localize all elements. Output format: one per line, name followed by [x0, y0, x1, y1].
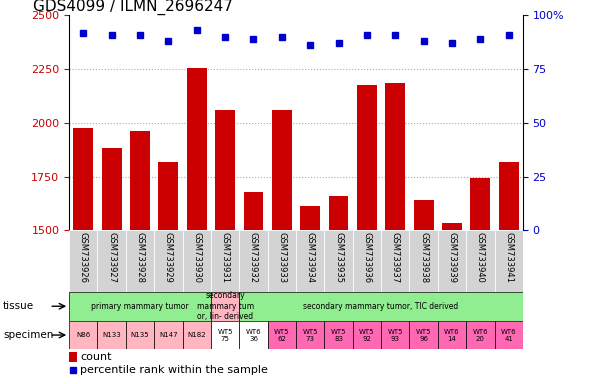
Text: GSM733941: GSM733941 [504, 232, 513, 283]
Text: WT5
75: WT5 75 [218, 329, 233, 341]
Text: N135: N135 [130, 332, 149, 338]
Bar [409, 230, 438, 292]
Bar [267, 321, 296, 349]
Text: WT5
92: WT5 92 [359, 329, 374, 341]
Text: tissue: tissue [3, 301, 34, 311]
Bar [466, 321, 495, 349]
Bar [69, 321, 97, 349]
Text: percentile rank within the sample: percentile rank within the sample [81, 366, 268, 376]
Bar [353, 230, 381, 292]
Bar [215, 110, 235, 384]
Text: GSM733929: GSM733929 [164, 232, 173, 283]
Text: GSM733938: GSM733938 [419, 232, 428, 283]
Bar [325, 321, 353, 349]
Text: count: count [81, 352, 112, 362]
Bar [272, 110, 291, 384]
Text: WT5
93: WT5 93 [388, 329, 403, 341]
Bar [211, 321, 239, 349]
Bar [438, 230, 466, 292]
Bar [329, 196, 349, 384]
Bar [183, 321, 211, 349]
Text: WT6
20: WT6 20 [472, 329, 488, 341]
Bar [300, 206, 320, 384]
Text: GSM733926: GSM733926 [79, 232, 88, 283]
Bar [154, 321, 183, 349]
Bar [69, 292, 211, 321]
Bar [126, 321, 154, 349]
Bar [495, 321, 523, 349]
Text: WT5
96: WT5 96 [416, 329, 432, 341]
Bar [357, 85, 377, 384]
Bar [97, 321, 126, 349]
Text: GDS4099 / ILMN_2696247: GDS4099 / ILMN_2696247 [33, 0, 233, 15]
Bar [239, 230, 267, 292]
Text: primary mammary tumor: primary mammary tumor [91, 302, 189, 311]
Text: WT5
83: WT5 83 [331, 329, 346, 341]
Bar [296, 321, 325, 349]
Bar [381, 321, 409, 349]
Text: secondary mammary tumor, TIC derived: secondary mammary tumor, TIC derived [304, 302, 459, 311]
Text: WT6
41: WT6 41 [501, 329, 516, 341]
Bar [243, 192, 263, 384]
Text: N86: N86 [76, 332, 90, 338]
Bar [97, 230, 126, 292]
Bar [102, 147, 121, 384]
Bar [211, 292, 239, 321]
Bar [438, 321, 466, 349]
Bar [296, 230, 325, 292]
Text: N147: N147 [159, 332, 178, 338]
Text: specimen: specimen [3, 330, 53, 340]
Bar [73, 128, 93, 384]
Bar [126, 230, 154, 292]
Bar [471, 178, 490, 384]
Text: GSM733928: GSM733928 [135, 232, 144, 283]
Bar [183, 230, 211, 292]
Bar [69, 352, 78, 362]
Text: WT5
62: WT5 62 [274, 329, 290, 341]
Bar [413, 200, 433, 384]
Bar [239, 321, 267, 349]
Text: GSM733934: GSM733934 [306, 232, 315, 283]
Text: GSM733939: GSM733939 [448, 232, 457, 283]
Text: WT6
36: WT6 36 [246, 329, 261, 341]
Text: GSM733931: GSM733931 [221, 232, 230, 283]
Text: WT5
73: WT5 73 [302, 329, 318, 341]
Text: secondary
mammary tum
or, lin- derived: secondary mammary tum or, lin- derived [197, 291, 254, 321]
Bar [442, 223, 462, 384]
Text: WT6
14: WT6 14 [444, 329, 460, 341]
Bar [187, 68, 207, 384]
Text: GSM733937: GSM733937 [391, 232, 400, 283]
Text: GSM733936: GSM733936 [362, 232, 371, 283]
Text: GSM733930: GSM733930 [192, 232, 201, 283]
Bar [353, 321, 381, 349]
Bar [211, 230, 239, 292]
Text: GSM733933: GSM733933 [277, 232, 286, 283]
Text: N133: N133 [102, 332, 121, 338]
Bar [267, 230, 296, 292]
Bar [154, 230, 183, 292]
Text: GSM733940: GSM733940 [476, 232, 485, 283]
Bar [239, 292, 523, 321]
Bar [466, 230, 495, 292]
Bar [495, 230, 523, 292]
Bar [159, 162, 178, 384]
Text: GSM733935: GSM733935 [334, 232, 343, 283]
Bar [381, 230, 409, 292]
Bar [325, 230, 353, 292]
Bar [499, 162, 519, 384]
Bar [385, 83, 405, 384]
Text: N182: N182 [188, 332, 206, 338]
Text: GSM733927: GSM733927 [107, 232, 116, 283]
Text: GSM733932: GSM733932 [249, 232, 258, 283]
Bar [130, 131, 150, 384]
Bar [409, 321, 438, 349]
Bar [69, 230, 97, 292]
